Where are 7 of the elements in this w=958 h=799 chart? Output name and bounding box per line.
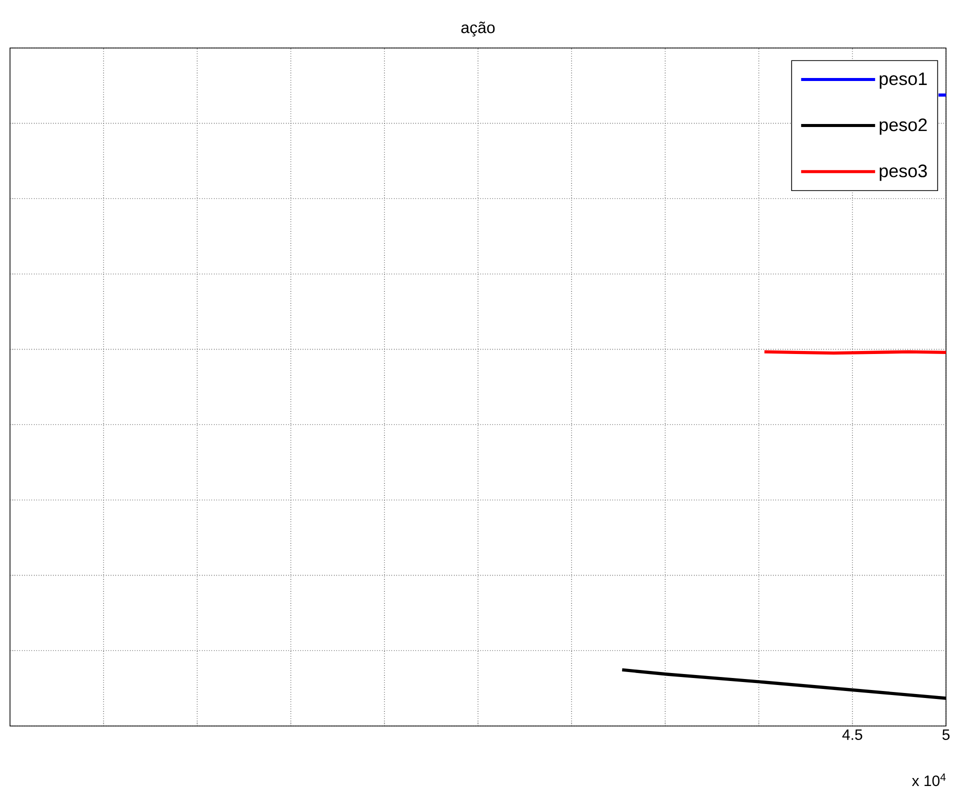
x-tick-label: 5 [942,730,950,740]
text: x 10$^{4}$ [912,774,946,786]
legend-label: peso1 [880,72,927,89]
chart-title: ação [461,22,495,36]
x-tick-label: 4.5 [842,730,862,740]
legend-label: peso2 [880,118,927,135]
legend-label: peso3 [880,164,927,181]
